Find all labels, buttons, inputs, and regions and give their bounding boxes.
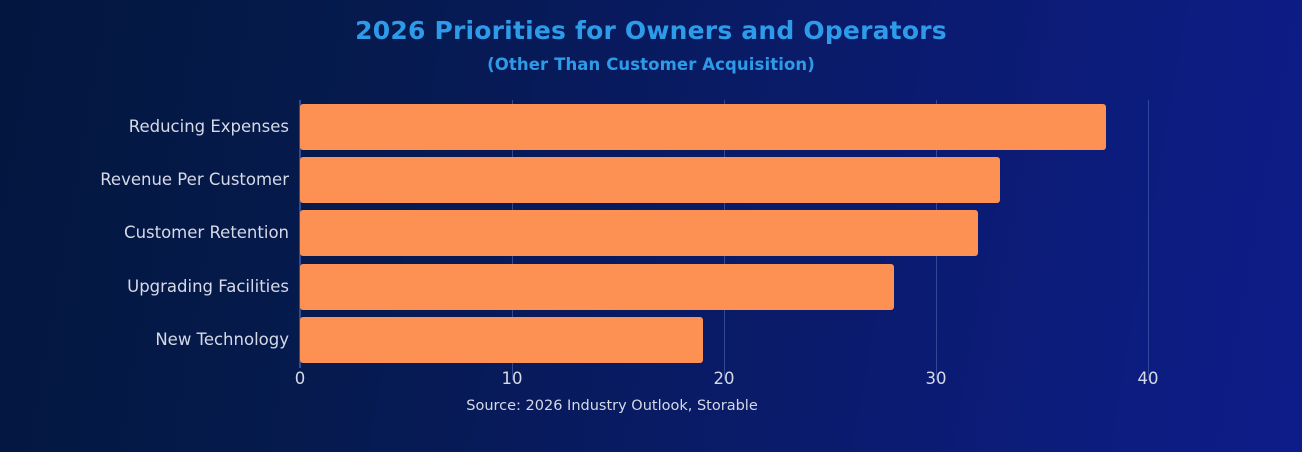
bar-1 [300,104,1106,150]
bar-2 [300,157,1000,204]
bar-fill [300,210,979,257]
page-title: 2026 Priorities for Owners and Operators [355,16,947,45]
bar-4 [300,263,894,310]
x-axis-tick-label: 20 [713,369,735,388]
x-axis-labels: 0 10 20 30 40 [0,368,1302,394]
x-axis-tick-label: 0 [294,369,306,388]
plot-area [300,100,1149,380]
chart-subtitle: (Other Than Customer Acquisition) [487,55,815,74]
source-note: Source: 2026 Industry Outlook, Storable [0,398,1302,414]
source-note-text: Source: 2026 Industry Outlook, Storable [466,398,758,414]
bar-fill [300,104,1106,150]
bar-fill [300,316,703,363]
y-axis-tick-label: Reducing Expenses [128,117,289,136]
x-axis-tick-label: 40 [1137,369,1159,388]
y-axis-tick-label: Revenue Per Customer [100,170,289,190]
y-axis-tick-label: Customer Retention [124,223,289,243]
y-axis-tick-label: Upgrading Facilities [127,276,289,296]
y-axis-spine [299,100,301,368]
gridline [1148,100,1149,380]
bar-5 [300,316,703,363]
bar-series [300,100,1148,368]
y-axis-tick-label: New Technology [155,329,289,349]
title-block: 2026 Priorities for Owners and Operators… [0,0,1302,74]
bar-3 [300,210,979,257]
bar-fill [300,263,894,310]
x-axis-tick-label: 10 [501,369,523,388]
x-axis-tick-label: 30 [925,369,947,388]
bar-fill [300,157,1000,204]
y-axis-labels: Reducing Expenses Revenue Per Customer Cus… [0,100,289,368]
